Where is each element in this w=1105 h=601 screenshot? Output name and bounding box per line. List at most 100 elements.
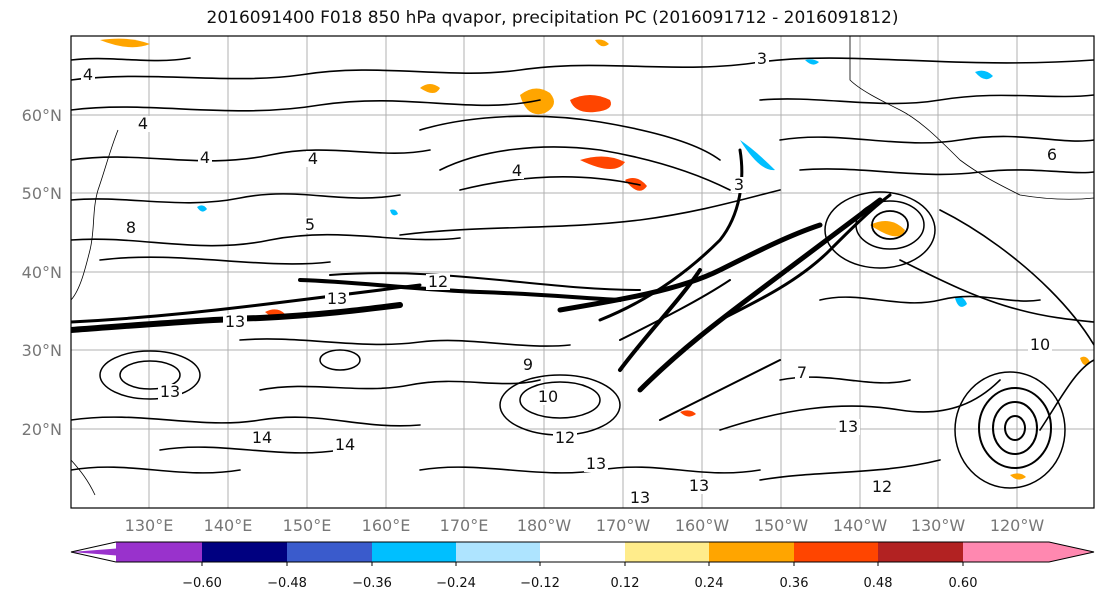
colorbar-tick-label: −0.60 [182,576,222,591]
contour-label-bg [250,430,274,446]
contour-label: 3 [757,49,767,68]
map-panel [70,35,1095,509]
contour-label: 12 [428,272,448,291]
contour-label-bg [870,479,894,495]
longitude-tick-label: 160°W [675,516,730,535]
contour-label: 12 [872,477,892,496]
contour-label: 4 [83,65,93,84]
contour-label: 3 [734,175,744,194]
colorbar-bin [372,542,456,562]
colorbar-bin [202,542,287,562]
longitude-tick-label: 130°W [911,516,966,535]
colorbar-tick-label: −0.36 [352,576,392,591]
contour-label-bg [124,220,138,236]
contour-label-bg [836,419,860,435]
colorbar-outline [70,541,1095,563]
contour-label-bg [1028,337,1052,353]
longitude-tick-label: 170°W [596,516,651,535]
contour-label-bg [158,384,182,400]
contour-label-bg [223,314,247,330]
contour-label: 4 [200,148,210,167]
contour-label: 12 [555,428,575,447]
latitude-tick-label: 40°N [22,263,62,282]
contour-label: 4 [308,149,318,168]
contour-label-bg [553,430,577,446]
colorbar-bin [794,542,878,562]
map-title: 2016091400 F018 850 hPa qvapor, precipit… [206,8,899,28]
contour-label-bg [306,151,320,167]
longitude-tick-label: 170°E [440,516,489,535]
contour-label-bg [1045,147,1059,163]
latitude-tick-label: 30°N [22,341,62,360]
colorbar-bin [456,542,540,562]
contour-label: 13 [327,289,347,308]
map-frame [70,35,1095,509]
colorbar-tick-label: 0.24 [695,576,724,591]
contour-label: 10 [1030,335,1050,354]
contour-label-bg [510,163,524,179]
contour-label: 6 [1047,145,1057,164]
contour-label-bg [303,217,317,233]
contour-labels: 4 4 4 3 4 4 3 6 5 8 12 13 13 13 10 12 14 14 13 13 12 13 10 13 7 9 [81,49,1059,507]
contour-label: 13 [586,454,606,473]
longitude-labels: 130°E 140°E 150°E 160°E 170°E 180°W 170°W 160°W… [125,516,1045,535]
colorbar-tick-label: 0.12 [611,576,640,591]
longitude-tick-label: 150°E [283,516,332,535]
contour-label: 13 [160,382,180,401]
contour-label: 5 [305,215,315,234]
longitude-tick-label: 130°E [125,516,174,535]
latitude-tick-label: 20°N [22,420,62,439]
colorbar-tick-label: 0.36 [780,576,809,591]
colorbar: −0.60 −0.48 −0.36 −0.24 −0.12 0.12 0.24 0.36 0.4… [70,541,1095,591]
longitude-tick-label: 180°W [517,516,572,535]
contour-label-bg [426,274,450,290]
colorbar-tick-label: −0.12 [520,576,560,591]
colorbar-bin [625,542,709,562]
colorbar-bin [540,542,625,562]
contour-label-bg [325,291,349,307]
contour-label: 13 [225,312,245,331]
colorbar-tick-label: 0.48 [864,576,893,591]
longitude-tick-label: 150°W [754,516,809,535]
longitude-tick-label: 140°W [833,516,888,535]
contour-label-bg [628,490,652,506]
contour-label: 13 [689,476,709,495]
contour-label: 8 [126,218,136,237]
contour-label: 9 [523,355,533,374]
contour-label-bg [521,357,535,373]
latitude-tick-label: 50°N [22,184,62,203]
contour-label-bg [795,365,809,381]
contour-label: 14 [335,435,355,454]
colorbar-extend-high [1049,542,1094,562]
qvapor-contours [71,57,1094,489]
contour-label-bg [732,177,746,193]
contour-label-bg [81,67,95,83]
contour-label-bg [755,51,769,67]
contour-label: 13 [838,417,858,436]
contour-label-bg [136,116,150,132]
latitude-labels: 60°N 50°N 40°N 30°N 20°N [22,106,62,439]
contour-label: 4 [512,161,522,180]
colorbar-bin [709,542,794,562]
graticule [71,36,1094,508]
contour-label-bg [198,150,212,166]
contour-label: 7 [797,363,807,382]
contour-label-bg [536,389,560,405]
colorbar-tick-label: 0.60 [949,576,978,591]
contour-label-bg [584,456,608,472]
colorbar-bin [287,542,372,562]
contour-label-bg [687,478,711,494]
longitude-tick-label: 140°E [204,516,253,535]
colorbar-tick-label: −0.24 [436,576,476,591]
contour-label: 4 [138,114,148,133]
contour-label-bg [333,437,357,453]
longitude-tick-label: 160°E [362,516,411,535]
latitude-tick-label: 60°N [22,106,62,125]
longitude-tick-label: 120°W [990,516,1045,535]
contour-label: 13 [630,488,650,507]
contour-label: 10 [538,387,558,406]
contour-label: 14 [252,428,272,447]
colorbar-bin [878,542,963,562]
coastlines [71,36,1094,496]
